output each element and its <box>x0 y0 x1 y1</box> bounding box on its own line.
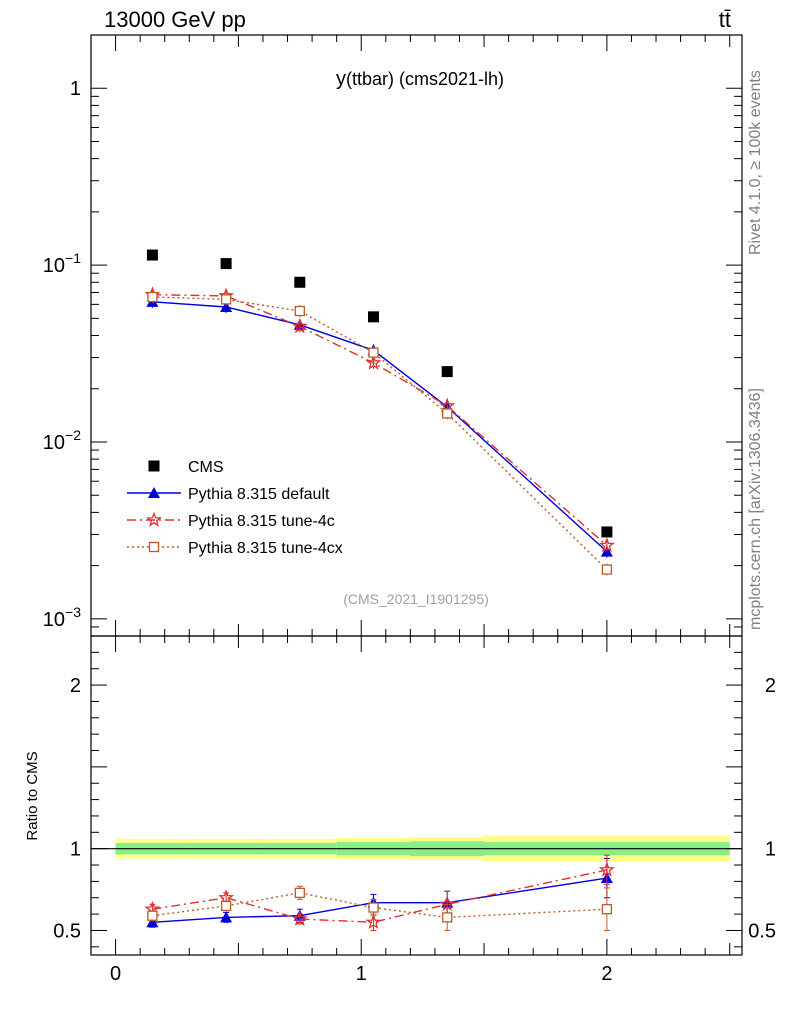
data-point-cms <box>441 366 453 378</box>
data-point-tune4cx <box>147 291 158 303</box>
legend-label: Pythia 8.315 default <box>188 486 330 503</box>
legend-marker <box>146 511 162 527</box>
data-point-cms <box>601 526 613 538</box>
xtick-label: 2 <box>601 963 612 985</box>
series-line-default <box>152 301 608 553</box>
ratio-frame <box>90 635 743 956</box>
series-tune4c <box>144 286 615 553</box>
ratio-line-tune4cx <box>152 892 607 919</box>
uncertainty-bands <box>91 835 742 862</box>
data-point-tune4cx <box>368 347 379 358</box>
ratio-line-tune4c <box>152 869 608 924</box>
ratio-point-tune4cx <box>220 900 232 912</box>
data-point-tune4c <box>365 354 382 370</box>
analysis-annotation: (CMS_2021_I1901295) <box>343 591 489 607</box>
series-tune4cx <box>147 291 613 576</box>
ratio-point-tune4cx <box>442 912 453 923</box>
series-line-tune4cx <box>152 296 608 571</box>
legend-marker <box>148 541 160 553</box>
data-point-cms <box>368 311 380 323</box>
legend-marker <box>148 487 160 498</box>
ytick-exponent: −3 <box>65 604 81 620</box>
ratio-ytick-label-left: 1 <box>70 839 81 861</box>
ratio-plot <box>144 854 615 931</box>
ratio-point-tune4cx <box>294 887 305 898</box>
ratio-ylabel: Ratio to CMS <box>24 751 41 840</box>
data-point-tune4cx <box>220 294 232 305</box>
xtick-label: 0 <box>110 963 121 985</box>
ratio-point-default <box>146 916 159 928</box>
ratio-ytick-label-right: 2 <box>765 675 776 697</box>
data-point-tune4cx <box>294 305 305 317</box>
data-point-cms <box>146 249 158 261</box>
data-point-tune4cx <box>601 564 613 575</box>
series-cms <box>146 249 613 538</box>
ytick-base: 10 <box>43 255 65 277</box>
ratio-point-tune4c <box>598 861 615 877</box>
legend-item-tune4c: Pythia 8.315 tune-4c <box>127 511 335 530</box>
ytick-base: 10 <box>43 609 65 631</box>
ratio-ytick-label-right: 0.5 <box>748 920 776 942</box>
plot-title-y: y <box>336 68 346 90</box>
legend-item-default: Pythia 8.315 default <box>127 486 330 503</box>
data-point-cms <box>294 276 306 288</box>
legend-label: Pythia 8.315 tune-4c <box>188 513 335 530</box>
ytick-exponent: −1 <box>65 250 81 266</box>
ratio-point-tune4c <box>218 889 235 905</box>
ytick-base: 10 <box>43 432 65 454</box>
data-point-default <box>220 300 233 312</box>
legend-item-tune4cx: Pythia 8.315 tune-4cx <box>127 540 343 557</box>
plot-title-rest: (ttbar) (cms2021-lh) <box>346 69 504 89</box>
legend-marker <box>148 460 160 472</box>
data-point-tune4cx <box>442 408 453 419</box>
main-ytick-label: 10−3 <box>43 604 81 631</box>
xtick-label: 1 <box>356 963 367 985</box>
ratio-point-tune4c <box>365 913 382 929</box>
ratio-point-tune4c <box>291 910 308 926</box>
rivet-label: Rivet 4.1.0, ≥ 100k events <box>747 70 764 255</box>
main-ytick-label: 10−1 <box>43 250 81 277</box>
process-label: tt̄ <box>719 7 731 32</box>
ratio-point-tune4cx <box>601 904 613 915</box>
ratio-series-tune4c <box>144 854 615 931</box>
legend-item-cms: CMS <box>148 459 224 476</box>
mcplots-label: mcplots.cern.ch [arXiv:1306.3436] <box>747 388 764 630</box>
ratio-ytick-label-left: 0.5 <box>53 920 81 942</box>
ratio-ytick-label-left: 2 <box>70 675 81 697</box>
axes: 110−110−210−30 1 20.5 0.51 12 2 <box>43 34 776 985</box>
main-ytick-label: 10−2 <box>43 427 81 454</box>
ratio-point-tune4cx <box>368 902 379 913</box>
ratio-point-default <box>220 911 233 923</box>
series-line-tune4c <box>152 294 608 547</box>
data-point-cms <box>220 258 232 270</box>
legend-label: Pythia 8.315 tune-4cx <box>188 540 343 557</box>
data-point-tune4c <box>291 318 308 334</box>
ratio-ytick-label-right: 1 <box>765 839 776 861</box>
ratio-point-tune4cx <box>147 910 158 921</box>
plot-title: y(ttbar) (cms2021-lh) <box>336 68 504 90</box>
main-ytick-label: 1 <box>70 78 81 100</box>
main-plot <box>144 249 615 576</box>
energy-label: 13000 GeV pp <box>104 7 246 32</box>
ratio-series-tune4cx <box>147 885 613 931</box>
ratio-series-default <box>146 857 613 928</box>
legend: CMS Pythia 8.315 default Pythia 8.315 tune… <box>127 459 343 557</box>
data-point-tune4c <box>598 537 615 553</box>
ytick-exponent: −2 <box>65 427 81 443</box>
legend-label: CMS <box>188 459 224 476</box>
